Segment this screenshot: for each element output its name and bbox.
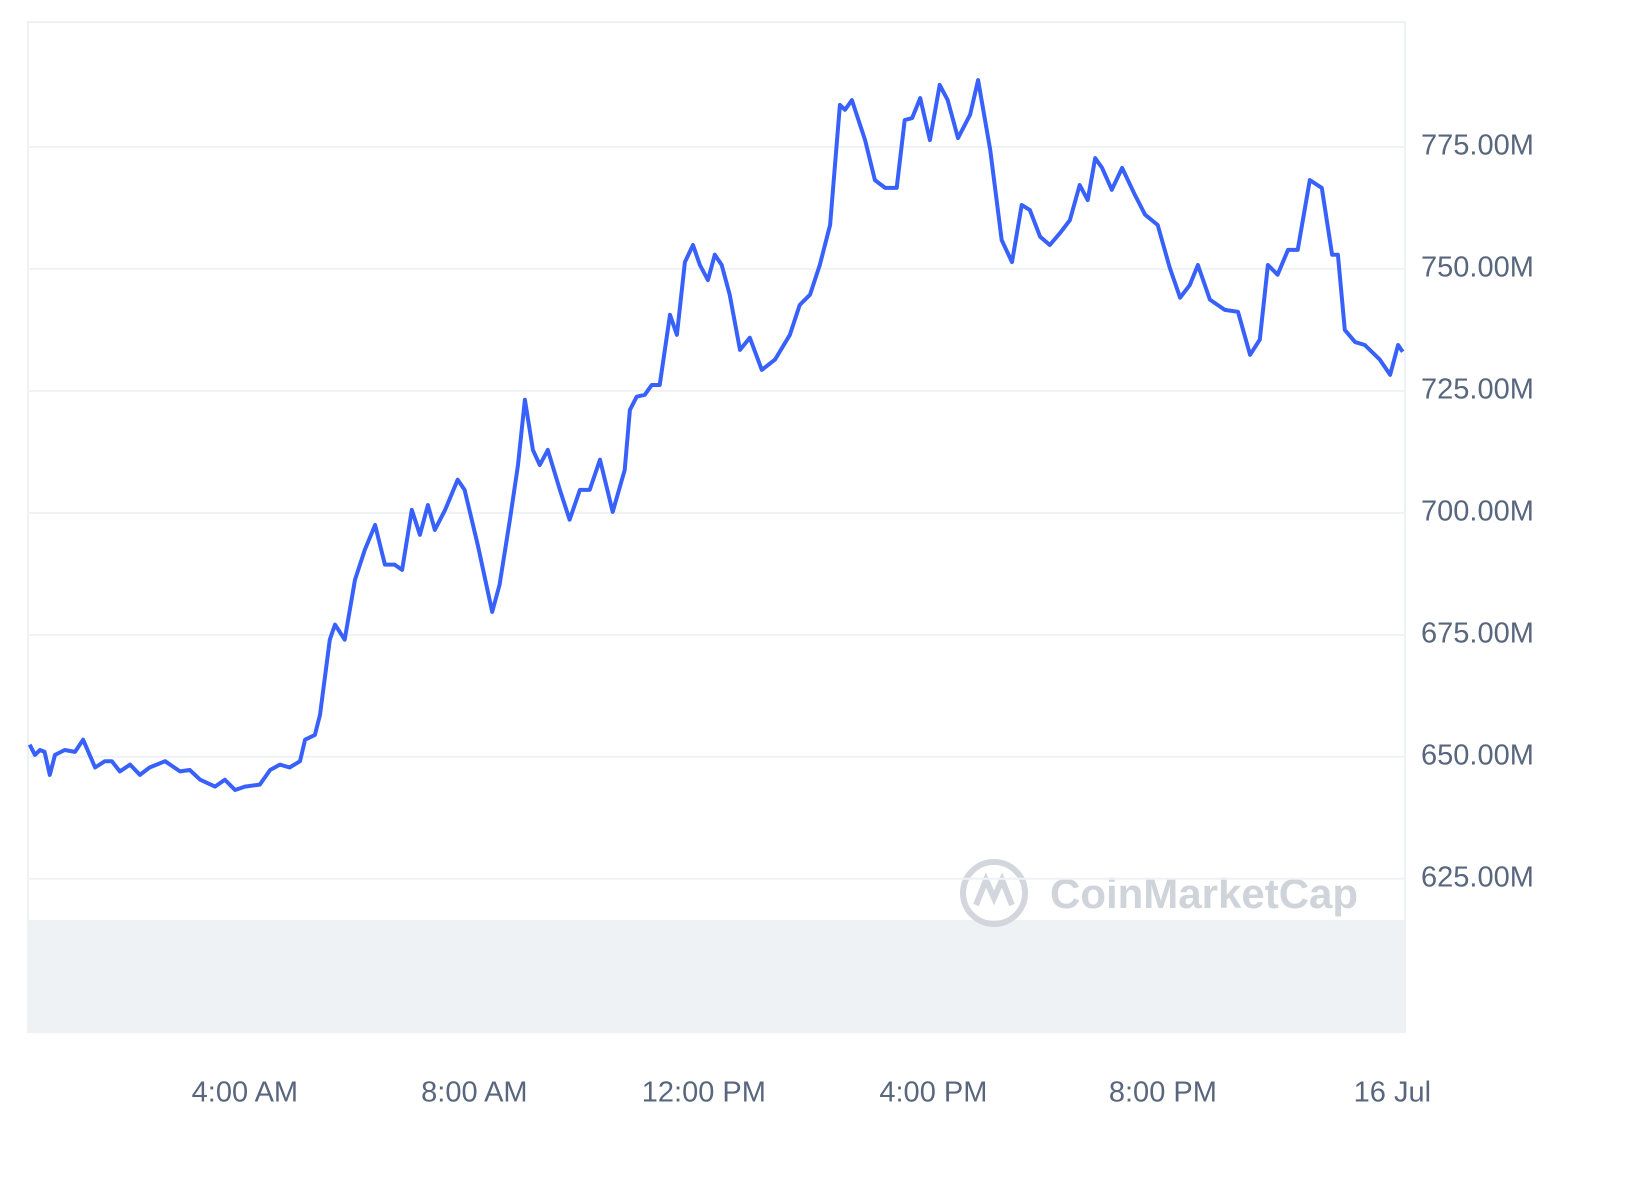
watermark-logo — [960, 859, 1028, 927]
y-tick-label: 700.00M — [1421, 496, 1534, 528]
x-tick-label: 12:00 PM — [642, 1077, 766, 1109]
y-tick-label: 625.00M — [1421, 861, 1534, 893]
price-line — [27, 78, 1405, 792]
x-tick-label: 8:00 PM — [1109, 1077, 1217, 1109]
x-tick-label: 16 Jul — [1354, 1077, 1431, 1109]
y-tick-label: 775.00M — [1421, 130, 1534, 162]
y-tick-label: 675.00M — [1421, 617, 1534, 649]
y-tick-label: 725.00M — [1421, 374, 1534, 406]
watermark: CoinMarketCap — [1050, 870, 1358, 917]
x-tick-label: 4:00 PM — [879, 1077, 987, 1109]
y-tick-label: 650.00M — [1421, 739, 1534, 771]
x-tick-label: 4:00 AM — [192, 1077, 298, 1109]
volume-area — [28, 920, 1405, 1032]
y-tick-label: 750.00M — [1421, 252, 1534, 284]
x-tick-label: 8:00 AM — [421, 1077, 527, 1109]
